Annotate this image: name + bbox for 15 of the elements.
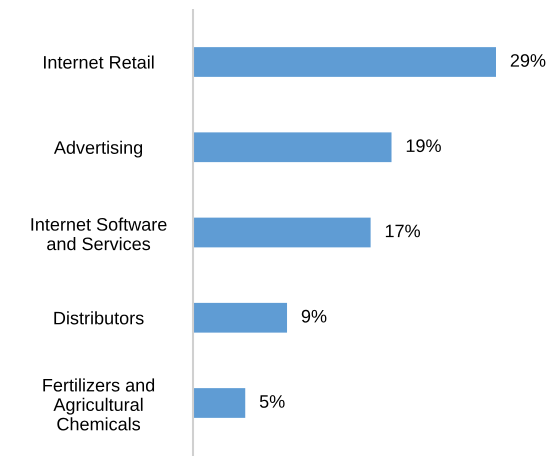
bar (193, 218, 371, 248)
bar (193, 132, 392, 162)
data-label: 17% (386, 224, 420, 238)
bar (193, 47, 496, 77)
y-tick-label: Advertising (54, 140, 142, 158)
data-label: 9% (302, 310, 326, 323)
data-label: 19% (406, 139, 441, 152)
data-label: 29% (510, 54, 546, 67)
bar (193, 388, 246, 418)
y-tick-label: Internet Retail (44, 55, 154, 69)
y-tick-label: Internet Software and Services (31, 218, 167, 250)
y-tick-label: Distributors (54, 311, 144, 324)
bar (193, 302, 288, 333)
data-label: 5% (260, 395, 285, 408)
y-tick-label: Fertilizers and Agricultural Chemicals (43, 378, 154, 430)
